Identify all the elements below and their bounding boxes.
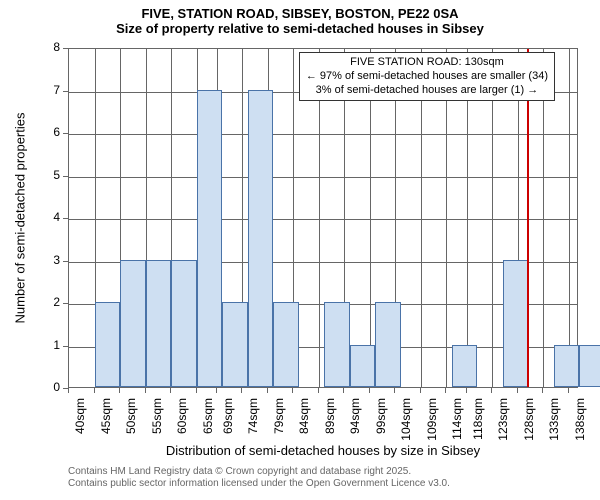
- histogram-bar: [197, 90, 223, 388]
- x-tick-label: 99sqm: [374, 398, 388, 453]
- y-tick-mark: [63, 176, 68, 177]
- annotation-line-2: ← 97% of semi-detached houses are smalle…: [306, 70, 548, 84]
- y-tick-label: 5: [40, 168, 60, 182]
- x-tick-label: 123sqm: [496, 398, 510, 453]
- y-tick-label: 2: [40, 295, 60, 309]
- title-line-2: Size of property relative to semi-detach…: [0, 21, 600, 36]
- x-tick-label: 50sqm: [124, 398, 138, 453]
- y-tick-label: 0: [40, 380, 60, 394]
- histogram-bar: [579, 345, 600, 388]
- histogram-bar: [146, 260, 172, 388]
- x-tick-label: 40sqm: [73, 398, 87, 453]
- histogram-bar: [350, 345, 376, 388]
- title-line-1: FIVE, STATION ROAD, SIBSEY, BOSTON, PE22…: [0, 6, 600, 21]
- x-tick-label: 89sqm: [323, 398, 337, 453]
- footer-text: Contains HM Land Registry data © Crown c…: [68, 466, 450, 490]
- x-tick-label: 60sqm: [175, 398, 189, 453]
- chart-container: FIVE, STATION ROAD, SIBSEY, BOSTON, PE22…: [0, 0, 600, 500]
- x-tick-mark: [68, 388, 69, 393]
- y-tick-mark: [63, 261, 68, 262]
- gridline-v: [569, 49, 570, 387]
- x-tick-mark: [491, 388, 492, 393]
- x-tick-label: 118sqm: [471, 398, 485, 453]
- histogram-bar: [95, 302, 121, 387]
- x-tick-mark: [241, 388, 242, 393]
- x-tick-label: 65sqm: [201, 398, 215, 453]
- x-tick-mark: [420, 388, 421, 393]
- x-tick-label: 84sqm: [297, 398, 311, 453]
- y-tick-label: 8: [40, 40, 60, 54]
- x-tick-label: 74sqm: [246, 398, 260, 453]
- x-tick-mark: [94, 388, 95, 393]
- x-tick-mark: [394, 388, 395, 393]
- x-tick-label: 45sqm: [99, 398, 113, 453]
- x-tick-mark: [445, 388, 446, 393]
- y-tick-label: 4: [40, 210, 60, 224]
- y-tick-mark: [63, 218, 68, 219]
- x-tick-mark: [267, 388, 268, 393]
- x-tick-mark: [216, 388, 217, 393]
- x-tick-label: 104sqm: [399, 398, 413, 453]
- y-tick-label: 6: [40, 125, 60, 139]
- x-tick-mark: [369, 388, 370, 393]
- y-tick-mark: [63, 346, 68, 347]
- histogram-bar: [222, 302, 248, 387]
- histogram-bar: [324, 302, 350, 387]
- annotation-line-1: FIVE STATION ROAD: 130sqm: [306, 56, 548, 70]
- x-tick-mark: [292, 388, 293, 393]
- histogram-bar: [452, 345, 478, 388]
- x-tick-label: 94sqm: [348, 398, 362, 453]
- y-axis-label: Number of semi-detached properties: [13, 113, 28, 324]
- histogram-bar: [554, 345, 580, 388]
- y-tick-mark: [63, 91, 68, 92]
- title-block: FIVE, STATION ROAD, SIBSEY, BOSTON, PE22…: [0, 6, 600, 36]
- annotation-box: FIVE STATION ROAD: 130sqm ← 97% of semi-…: [299, 52, 555, 101]
- x-tick-label: 79sqm: [272, 398, 286, 453]
- x-tick-mark: [343, 388, 344, 393]
- x-tick-mark: [170, 388, 171, 393]
- x-tick-mark: [466, 388, 467, 393]
- histogram-bar: [171, 260, 197, 388]
- x-tick-label: 109sqm: [425, 398, 439, 453]
- x-tick-label: 133sqm: [547, 398, 561, 453]
- footer-line-1: Contains HM Land Registry data © Crown c…: [68, 466, 450, 478]
- x-tick-mark: [145, 388, 146, 393]
- x-tick-label: 114sqm: [450, 398, 464, 453]
- y-tick-label: 3: [40, 253, 60, 267]
- y-tick-label: 7: [40, 83, 60, 97]
- histogram-bar: [120, 260, 146, 388]
- x-tick-mark: [196, 388, 197, 393]
- x-tick-mark: [119, 388, 120, 393]
- annotation-line-3: 3% of semi-detached houses are larger (1…: [306, 84, 548, 98]
- y-tick-mark: [63, 303, 68, 304]
- y-tick-label: 1: [40, 338, 60, 352]
- x-tick-mark: [568, 388, 569, 393]
- x-tick-mark: [517, 388, 518, 393]
- x-tick-label: 69sqm: [221, 398, 235, 453]
- x-tick-mark: [318, 388, 319, 393]
- x-tick-label: 138sqm: [573, 398, 587, 453]
- histogram-bar: [375, 302, 401, 387]
- x-tick-label: 128sqm: [522, 398, 536, 453]
- histogram-bar: [503, 260, 529, 388]
- x-tick-label: 55sqm: [150, 398, 164, 453]
- y-tick-mark: [63, 133, 68, 134]
- histogram-bar: [273, 302, 299, 387]
- y-tick-mark: [63, 48, 68, 49]
- footer-line-2: Contains public sector information licen…: [68, 478, 450, 490]
- histogram-bar: [248, 90, 274, 388]
- x-tick-mark: [542, 388, 543, 393]
